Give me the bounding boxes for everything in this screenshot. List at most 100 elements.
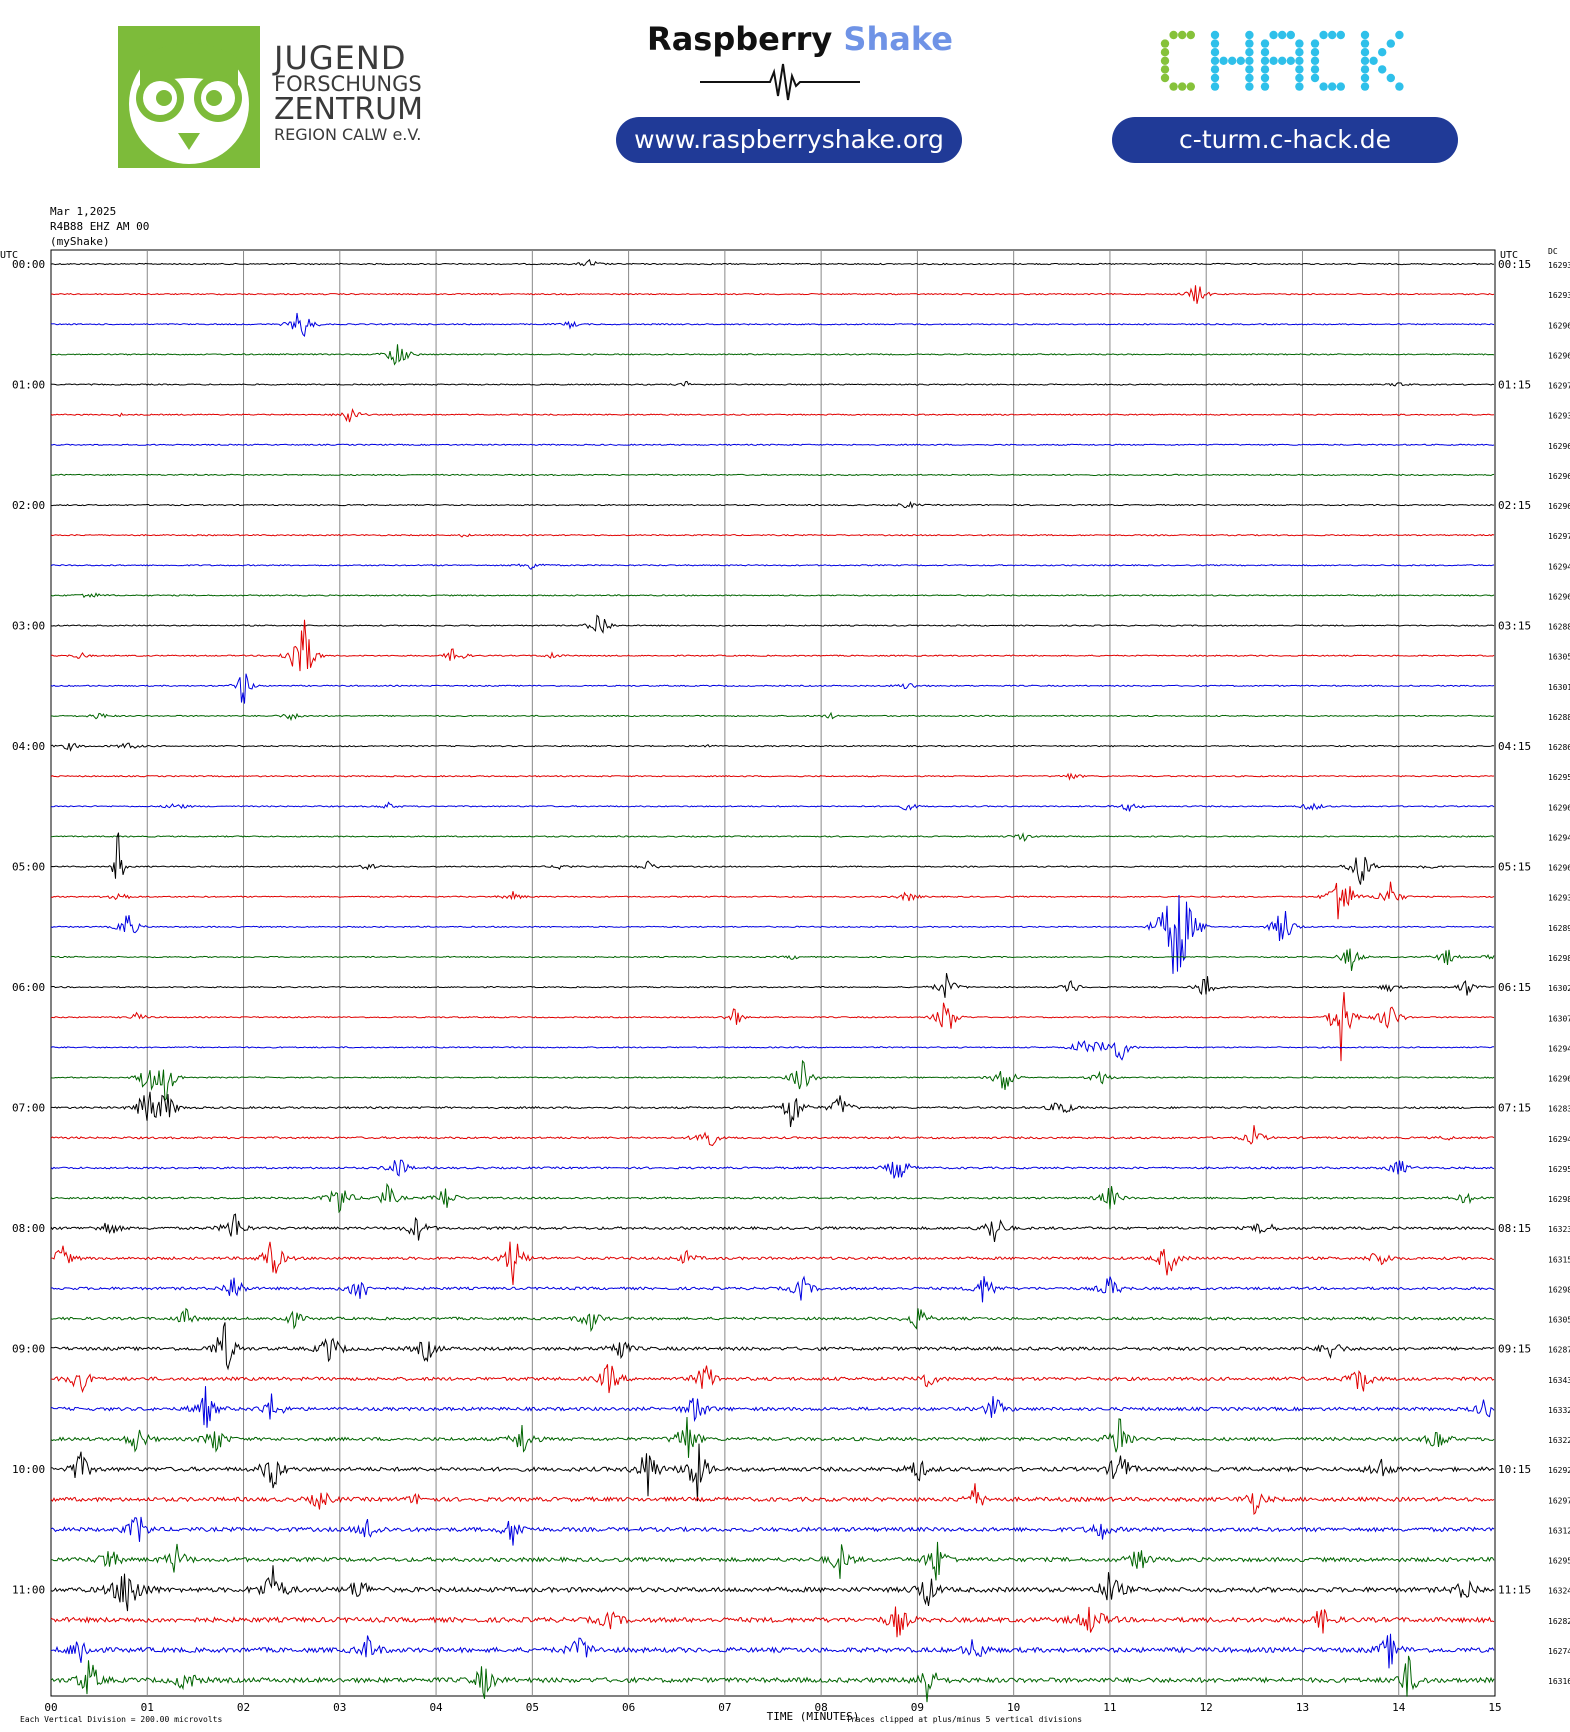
- right-time-label: 03:15: [1498, 620, 1531, 633]
- seismic-trace: [50, 832, 1495, 842]
- chack-dot: [1295, 39, 1304, 48]
- x-tick-label: 10: [1007, 1701, 1020, 1714]
- chack-dot: [1295, 65, 1304, 74]
- left-time-label: 09:00: [12, 1343, 45, 1356]
- left-axis-header: UTC: [0, 250, 18, 261]
- chack-dot: [1245, 65, 1254, 74]
- chack-dot: [1360, 73, 1370, 83]
- seismic-trace: [50, 801, 1495, 812]
- right-time-label: 06:15: [1498, 981, 1531, 994]
- dc-offset-label: 16316: [1548, 1677, 1570, 1686]
- chart-station-line: R4B88 EHZ AM 00: [50, 220, 150, 233]
- chack-dot: [1186, 82, 1195, 91]
- seismic-trace: [50, 1307, 1495, 1333]
- chack-dot: [1160, 65, 1170, 74]
- dc-offset-label: 16294: [1548, 833, 1570, 842]
- chack-dot: [1169, 30, 1178, 40]
- seismic-trace: [50, 1633, 1495, 1669]
- chack-dot: [1260, 39, 1270, 48]
- x-tick-label: 06: [622, 1701, 635, 1714]
- chart-traces: [50, 258, 1495, 1703]
- dc-offset-label: 16294: [1548, 562, 1570, 571]
- raspberry-shake-title: Raspberry Shake: [600, 20, 1000, 58]
- raspberry-shake-title-accent: Shake: [843, 20, 953, 58]
- dc-offset-label: 16286: [1548, 743, 1570, 752]
- seismic-trace: [50, 894, 1495, 974]
- chack-dot: [1310, 39, 1320, 48]
- chack-dot: [1245, 73, 1254, 83]
- seismic-trace: [50, 772, 1495, 781]
- dc-offset-label: 16297: [1548, 382, 1570, 391]
- chack-url-link[interactable]: c-turm.c-hack.de: [1112, 117, 1458, 163]
- chack-dot: [1178, 82, 1187, 91]
- seismic-trace: [50, 1565, 1495, 1612]
- chack-dot: [1219, 56, 1228, 65]
- dc-offset-label: 16293: [1548, 412, 1570, 421]
- seismic-trace: [50, 1386, 1495, 1428]
- seismic-trace: [50, 592, 1495, 599]
- dc-offset-label: 16295: [1548, 773, 1570, 782]
- seismic-trace: [50, 1182, 1495, 1214]
- chack-dot: [1160, 56, 1170, 65]
- chack-dot: [1310, 65, 1320, 74]
- seismic-trace: [50, 500, 1495, 509]
- chack-dot: [1328, 30, 1337, 40]
- dc-offset-label: 16293: [1548, 291, 1570, 300]
- chack-dot: [1160, 39, 1170, 48]
- raspberry-shake-url-link[interactable]: www.raspberryshake.org: [616, 117, 962, 163]
- seismic-trace: [50, 1606, 1495, 1638]
- raspberry-shake-title-main: Raspberry: [647, 20, 833, 58]
- dc-offset-label: 16282: [1548, 1617, 1570, 1626]
- jfz-line3: ZENTRUM: [274, 92, 423, 127]
- chack-dot: [1210, 56, 1220, 65]
- seismic-trace: [50, 408, 1495, 423]
- footer-left-note: Each Vertical Division = 200.00 microvol…: [20, 1715, 222, 1724]
- seismic-trace: [50, 948, 1495, 971]
- seismic-trace: [51, 619, 1495, 672]
- chack-dot: [1310, 73, 1320, 83]
- chack-dot: [1360, 30, 1370, 40]
- chack-dot: [1210, 39, 1220, 48]
- x-tick-label: 07: [718, 1701, 731, 1714]
- seismic-trace: [50, 312, 1495, 338]
- x-tick-label: 01: [141, 1701, 154, 1714]
- chack-dot: [1160, 48, 1170, 57]
- dc-offset-label: 16297: [1548, 532, 1570, 541]
- seismic-trace: [50, 533, 1495, 538]
- seismic-trace: [50, 992, 1495, 1062]
- dc-offset-label: 16293: [1548, 894, 1570, 903]
- chack-dot: [1336, 82, 1345, 91]
- dc-offset-label: 16288: [1548, 623, 1570, 632]
- dc-offset-label: 16296: [1548, 321, 1570, 330]
- seismic-trace: [50, 1213, 1495, 1242]
- left-time-label: 02:00: [12, 499, 45, 512]
- chack-dot: [1260, 73, 1270, 83]
- seismic-trace: [50, 1516, 1495, 1546]
- dc-offset-label: 16315: [1548, 1255, 1570, 1264]
- dc-offset-label: 16312: [1548, 1526, 1570, 1535]
- seismic-trace: [50, 1159, 1495, 1179]
- seismic-trace: [50, 1322, 1495, 1371]
- dc-offset-label: 16296: [1548, 442, 1570, 451]
- chack-dot: [1310, 56, 1320, 65]
- chack-dot: [1386, 73, 1395, 83]
- chack-dot: [1210, 30, 1220, 40]
- chack-dot: [1169, 82, 1178, 91]
- chack-dot: [1395, 30, 1404, 40]
- chack-dot: [1360, 48, 1370, 57]
- dc-offset-label: 16294: [1548, 1135, 1570, 1144]
- chack-dot: [1319, 30, 1328, 40]
- x-tick-label: 14: [1392, 1701, 1406, 1714]
- dc-offset-label: 16305: [1548, 1316, 1570, 1325]
- left-time-label: 10:00: [12, 1463, 45, 1476]
- seismic-trace: [50, 1483, 1495, 1516]
- chack-dot: [1160, 73, 1170, 83]
- chack-dot: [1245, 39, 1254, 48]
- chack-dot: [1228, 56, 1237, 65]
- chart-title: Mar 1,2025: [50, 205, 117, 218]
- dc-offset-label: 16283: [1548, 1105, 1570, 1114]
- dc-offset-label: 16322: [1548, 1436, 1570, 1445]
- jfz-logo: JUGEND FORSCHUNGS ZENTRUM REGION CALW e.…: [118, 26, 423, 168]
- seismic-trace: [50, 673, 1495, 704]
- chack-dot: [1260, 56, 1270, 65]
